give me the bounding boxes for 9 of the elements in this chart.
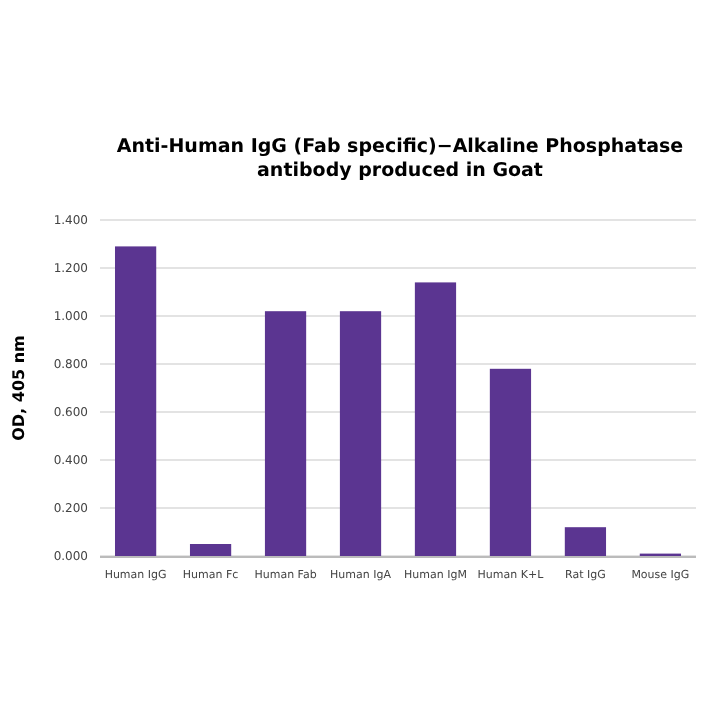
bar [189,544,232,556]
y-axis-title: OD, 405 nm [10,335,28,441]
bar [264,311,307,556]
bar [414,282,457,556]
chart-title: Anti-Human IgG (Fab specific)−Alkaline Phosphatase antibody produced in Goat [116,136,684,182]
bar [564,527,607,556]
bar [339,311,382,556]
bar [489,368,532,556]
bar [114,246,157,556]
